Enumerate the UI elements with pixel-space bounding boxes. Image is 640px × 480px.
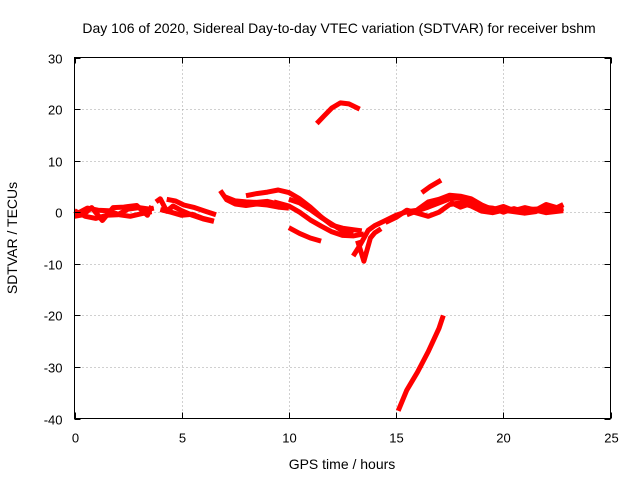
y-tick-label: 0 [55,206,62,221]
y-tick-label: 10 [48,155,62,170]
y-tick-label: -10 [44,258,63,273]
y-tick-label: 30 [48,52,62,67]
grid [74,57,611,419]
series-line [314,100,361,126]
chart-title: Day 106 of 2020, Sidereal Day-to-day VTE… [82,20,595,36]
x-tick-label: 10 [282,431,296,446]
series-line [159,207,215,224]
series-line [288,196,354,237]
x-tick-label: 20 [496,431,510,446]
series-line [420,178,443,195]
y-tick-label: 20 [48,103,62,118]
plot-frame [74,57,611,419]
y-tick-label: -40 [44,413,63,428]
series-line [74,203,154,223]
axis-ticks: 0 5 10 15 20 25 -40 -30 -20 -10 0 10 20 30 [44,52,619,446]
x-axis-label: GPS time / hours [289,456,396,472]
y-axis-label: SDTVAR / TECUs [4,182,20,294]
series-line [166,196,217,218]
x-tick-label: 15 [389,431,403,446]
series-line [245,187,363,234]
x-tick-label: 5 [179,431,186,446]
series-line [355,226,383,264]
y-tick-label: -20 [44,309,63,324]
y-tick-label: -30 [44,361,63,376]
series-line [395,314,446,412]
x-tick-label: 0 [72,431,79,446]
series-line [448,199,565,215]
series-line [273,199,365,239]
series-line [223,194,279,207]
data-series [73,100,565,412]
series-line [287,225,322,244]
x-tick-label: 25 [604,431,618,446]
